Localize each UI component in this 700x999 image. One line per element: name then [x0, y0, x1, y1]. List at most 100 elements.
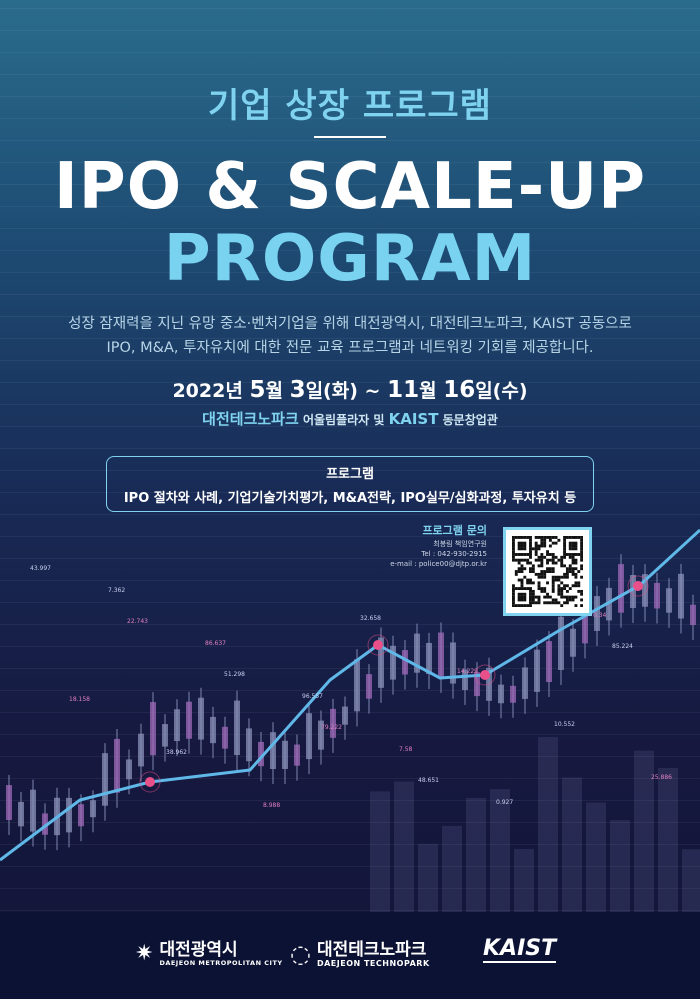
qr-module	[531, 547, 535, 551]
qr-module	[534, 536, 538, 539]
qr-module	[563, 595, 567, 599]
qr-module	[551, 598, 555, 602]
qr-module	[529, 581, 532, 585]
qr-module	[580, 538, 584, 542]
qr-module	[540, 561, 544, 565]
qr-module	[529, 595, 532, 599]
chart-value-label: 85.224	[612, 643, 633, 650]
qr-module	[543, 587, 547, 591]
qr-module	[512, 558, 515, 562]
qr-module	[580, 604, 584, 608]
qr-module	[574, 544, 578, 548]
qr-module	[560, 581, 564, 585]
candle-body	[474, 672, 480, 697]
qr-module	[512, 541, 515, 545]
chart-value-label: 79.222	[321, 724, 342, 731]
qr-module	[557, 592, 561, 596]
end-month: 11	[387, 377, 420, 403]
qr-module	[546, 558, 549, 562]
qr-module	[523, 536, 527, 539]
chart-value-label: 51.298	[224, 671, 245, 678]
qr-module	[517, 587, 521, 591]
building	[682, 849, 700, 920]
qr-module	[514, 536, 518, 539]
qr-module	[540, 538, 544, 542]
candle-body	[654, 582, 660, 609]
qr-code-icon	[512, 536, 584, 608]
qr-module	[520, 547, 524, 551]
qr-module	[548, 570, 552, 573]
qr-module	[577, 581, 581, 585]
qr-module	[534, 572, 538, 576]
chart-value-label: 0.927	[496, 799, 513, 806]
qr-module	[565, 553, 569, 556]
candle-body	[666, 588, 672, 613]
qr-module	[574, 536, 578, 539]
qr-module	[560, 592, 564, 596]
qr-module	[514, 570, 518, 573]
footer: ✷ 대전광역시 DAEJEON METROPOLITAN CITY ◌ 대전테크노…	[0, 912, 700, 999]
qr-module	[563, 584, 567, 588]
qr-module	[537, 595, 541, 599]
qr-module	[523, 604, 527, 608]
qr-module	[560, 555, 564, 559]
marker-dot	[480, 670, 490, 680]
daejeon-city-logo: ✷ 대전광역시 DAEJEON METROPOLITAN CITY	[135, 940, 283, 967]
qr-module	[534, 601, 538, 605]
qr-module	[546, 553, 549, 556]
qr-module	[546, 581, 549, 585]
qr-module	[540, 570, 544, 573]
candle-body	[258, 741, 264, 767]
qr-module	[580, 598, 584, 602]
qr-module	[529, 536, 532, 539]
qr-module	[560, 589, 564, 593]
qr-module	[563, 544, 567, 548]
qr-module	[517, 561, 521, 565]
qr-module	[563, 555, 567, 559]
qr-module	[537, 601, 541, 605]
qr-module	[526, 536, 530, 539]
marker-dot	[145, 777, 155, 787]
candle-body	[366, 674, 372, 699]
qr-module	[523, 575, 527, 579]
swoosh-emblem-icon: ◌	[290, 940, 311, 968]
qr-module	[517, 541, 521, 545]
qr-module	[537, 544, 541, 548]
candle-body	[210, 716, 216, 744]
qr-module	[557, 575, 561, 579]
qr-module	[529, 604, 532, 608]
star-emblem-icon: ✷	[135, 941, 154, 966]
chart-value-label: 43.997	[30, 565, 51, 572]
qr-module	[574, 595, 578, 599]
qr-module	[512, 547, 515, 551]
start-day: 3	[289, 377, 306, 403]
qr-module	[520, 578, 524, 582]
candle-body	[6, 785, 12, 820]
qr-module	[571, 567, 575, 571]
candle-body	[114, 738, 120, 793]
logo-text: 대전광역시	[159, 940, 238, 960]
building	[466, 797, 486, 920]
venue-sub: 어울림플라자 및	[298, 413, 389, 427]
start-weekday: 일(화) ~	[305, 380, 388, 402]
candle-body	[630, 575, 636, 609]
qr-module	[526, 581, 530, 585]
qr-module	[517, 598, 521, 602]
qr-module	[548, 536, 552, 539]
qr-module	[529, 592, 532, 596]
qr-module	[537, 536, 541, 539]
qr-module	[526, 558, 530, 562]
qr-module	[531, 589, 535, 593]
qr-module	[557, 587, 561, 591]
contact-info: 프로그램 문의 최봉림 책임연구원 Tel : 042-930-2915 e-m…	[390, 525, 487, 569]
qr-module	[529, 578, 532, 582]
qr-module	[551, 558, 555, 562]
qr-module	[512, 592, 515, 596]
qr-module	[580, 550, 584, 554]
qr-module	[546, 561, 549, 565]
qr-module	[537, 598, 541, 602]
qr-code[interactable]	[503, 527, 592, 616]
candle-body	[222, 726, 228, 749]
candle-body	[450, 642, 456, 684]
qr-module	[529, 538, 532, 542]
